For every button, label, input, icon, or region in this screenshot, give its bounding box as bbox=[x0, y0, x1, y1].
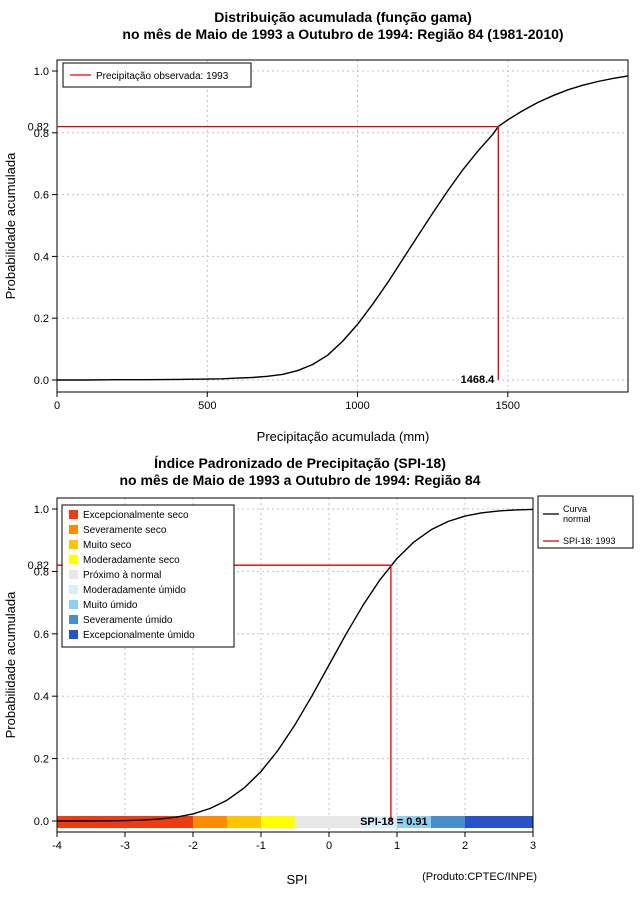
legend-category-label: Severamente seco bbox=[83, 525, 167, 536]
x-tick-label: 1500 bbox=[496, 400, 520, 412]
legend-series-label: Curva bbox=[563, 504, 587, 514]
x-tick-label: 500 bbox=[198, 400, 216, 412]
chart2-title-line2: no mês de Maio de 1993 a Outubro de 1994… bbox=[119, 472, 480, 488]
y-tick-label: 0.2 bbox=[34, 313, 49, 325]
marker-precipitation-label: 1468.4 bbox=[461, 374, 496, 386]
x-tick-label: -1 bbox=[256, 840, 266, 852]
legend-category-label: Excepcionalmente úmido bbox=[83, 630, 195, 641]
y-tick-label: 1.0 bbox=[34, 504, 49, 516]
legend-category-swatch bbox=[69, 570, 78, 579]
legend-observed-label: Precipitação observada: 1993 bbox=[96, 71, 229, 82]
marker-probability-label: 0.82 bbox=[28, 560, 49, 572]
plot-border bbox=[56, 59, 629, 393]
legend-box bbox=[62, 62, 252, 88]
x-tick-label: -3 bbox=[120, 840, 130, 852]
chart-spi-cdf: Índice Padronizado de Precipitação (SPI-… bbox=[3, 455, 634, 887]
chart-precipitation-cdf: Distribuição acumulada (função gama) no … bbox=[3, 9, 629, 444]
legend-category-swatch bbox=[69, 555, 78, 564]
chart1-plot-area: 0 500 1000 1500 0.0 0.2 0.4 0.6 0.8 1.0 0.82 1468.4… bbox=[28, 59, 629, 412]
chart2-y-axis-label: Probabilidade acumulada bbox=[3, 591, 18, 738]
y-tick-label: 1.0 bbox=[34, 66, 49, 78]
spi-category-bar-segment bbox=[295, 816, 363, 828]
legend-category-label: Próximo à normal bbox=[83, 570, 161, 581]
legend-category-label: Moderadamente seco bbox=[83, 555, 180, 566]
spi-category-bar-segment bbox=[363, 816, 397, 828]
chart2-title-line1: Índice Padronizado de Precipitação (SPI-… bbox=[154, 455, 446, 471]
legend-category-swatch bbox=[69, 600, 78, 609]
y-tick-label: 0.8 bbox=[34, 128, 49, 140]
spi-category-bar-segment bbox=[431, 816, 465, 828]
x-tick-label: 1 bbox=[394, 840, 400, 852]
y-tick-label: 0.2 bbox=[34, 754, 49, 766]
legend-category-swatch bbox=[69, 525, 78, 534]
chart1-y-axis-label: Probabilidade acumulada bbox=[3, 152, 18, 299]
y-tick-label: 0.4 bbox=[34, 251, 49, 263]
x-tick-label: 2 bbox=[462, 840, 468, 852]
plot-border bbox=[56, 497, 534, 833]
chart1-x-axis-label: Precipitação acumulada (mm) bbox=[257, 429, 430, 444]
y-tick-label: 0.6 bbox=[34, 190, 49, 202]
spi-category-bar-segment bbox=[397, 816, 431, 828]
x-tick-label: 1000 bbox=[345, 400, 369, 412]
legend-category-swatch bbox=[69, 540, 78, 549]
y-tick-label: 0.6 bbox=[34, 629, 49, 641]
x-tick-label: -4 bbox=[52, 840, 62, 852]
x-tick-label: 0 bbox=[326, 840, 332, 852]
legend-category-label: Severamente úmido bbox=[83, 615, 173, 626]
legend-box bbox=[537, 495, 634, 549]
chart2-plot-area: -4 -3 -2 -1 0 1 2 3 0.0 0.2 0.4 0.6 0.8 1.0 0.82 SPI-18… bbox=[28, 495, 634, 852]
observed-marker-line bbox=[57, 125, 499, 380]
legend-box bbox=[61, 504, 235, 648]
marker-probability-label: 0.82 bbox=[28, 122, 49, 134]
legend-category-label: Moderadamente úmido bbox=[83, 585, 186, 596]
x-tick-label: 0 bbox=[54, 400, 60, 412]
legend-category-label: Muito seco bbox=[83, 540, 132, 551]
cdf-curve bbox=[57, 75, 629, 381]
legend-series-label: normal bbox=[563, 514, 591, 524]
x-tick-label: 3 bbox=[530, 840, 536, 852]
legend-category-label: Muito úmido bbox=[83, 600, 138, 611]
legend-category-label: Excepcionalmente seco bbox=[83, 510, 189, 521]
x-tick-label: -2 bbox=[188, 840, 198, 852]
spi-category-bar-segment bbox=[227, 816, 261, 828]
legend-category-swatch bbox=[69, 630, 78, 639]
y-tick-label: 0.4 bbox=[34, 691, 49, 703]
legend-series-label: SPI-18: 1993 bbox=[563, 536, 616, 546]
chart2-x-axis-label: SPI bbox=[287, 872, 308, 887]
y-tick-label: 0.0 bbox=[34, 816, 49, 828]
y-tick-label: 0.0 bbox=[34, 375, 49, 387]
chart1-title-line1: Distribuição acumulada (função gama) bbox=[214, 9, 472, 25]
legend-category-swatch bbox=[69, 615, 78, 624]
legend-category-swatch bbox=[69, 585, 78, 594]
cdf-curve bbox=[57, 508, 534, 822]
source-note: (Produto:CPTEC/INPE) bbox=[422, 871, 537, 883]
spi-value-annotation: SPI-18 = 0.91 bbox=[360, 816, 428, 828]
chart1-title-line2: no mês de Maio de 1993 a Outubro de 1994… bbox=[122, 26, 563, 42]
spi-category-bar-segment bbox=[261, 816, 295, 828]
legend-category-swatch bbox=[69, 510, 78, 519]
y-tick-label: 0.8 bbox=[34, 566, 49, 578]
spi-category-bar-segment bbox=[465, 816, 533, 828]
spi-category-bar-segment bbox=[193, 816, 227, 828]
